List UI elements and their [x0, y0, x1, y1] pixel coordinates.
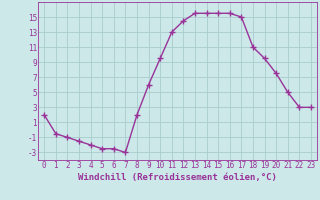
X-axis label: Windchill (Refroidissement éolien,°C): Windchill (Refroidissement éolien,°C) — [78, 173, 277, 182]
